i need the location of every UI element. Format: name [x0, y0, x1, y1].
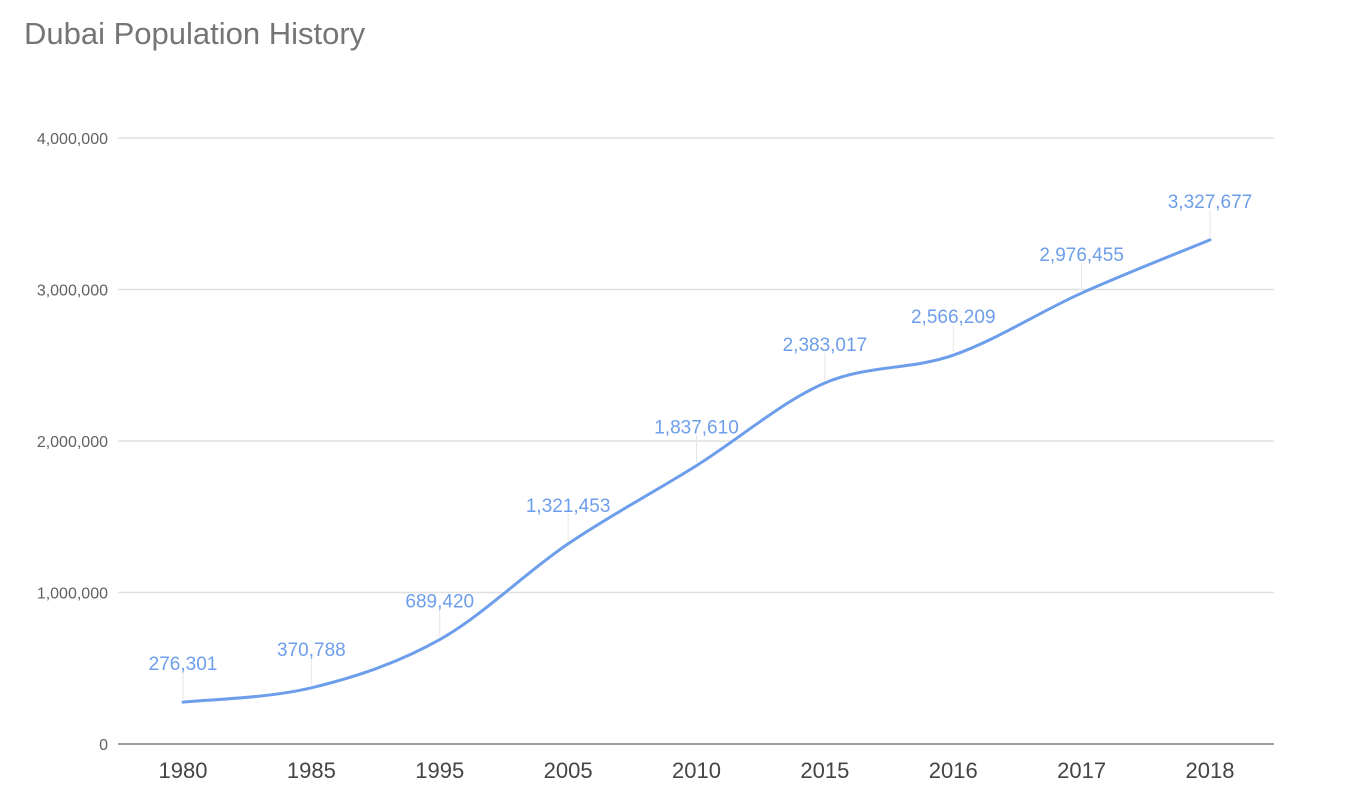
x-tick-label: 2015 — [800, 758, 849, 783]
data-point — [695, 464, 699, 468]
data-label: 276,301 — [149, 654, 218, 675]
x-tick-label: 2018 — [1186, 758, 1235, 783]
x-tick-label: 2010 — [672, 758, 721, 783]
data-point — [1080, 291, 1084, 295]
data-point — [438, 638, 442, 642]
x-tick-label: 2005 — [544, 758, 593, 783]
data-point — [309, 686, 313, 690]
y-tick-label: 4,000,000 — [37, 131, 108, 148]
y-tick-label: 2,000,000 — [37, 434, 108, 451]
data-label: 3,327,677 — [1168, 192, 1253, 213]
data-label: 1,321,453 — [526, 496, 611, 517]
data-point — [951, 353, 955, 357]
x-tick-label: 2016 — [929, 758, 978, 783]
data-label: 2,383,017 — [783, 335, 868, 356]
data-point — [823, 381, 827, 385]
data-point — [1208, 238, 1212, 242]
data-point — [566, 542, 570, 546]
x-tick-label: 2017 — [1057, 758, 1106, 783]
y-tick-label: 1,000,000 — [37, 586, 108, 603]
y-tick-label: 0 — [99, 737, 108, 754]
data-point — [181, 700, 185, 704]
data-label: 2,976,455 — [1039, 245, 1124, 266]
x-tick-label: 1985 — [287, 758, 336, 783]
data-label: 370,788 — [277, 640, 346, 661]
chart-title: Dubai Population History — [24, 16, 366, 51]
y-tick-label: 3,000,000 — [37, 283, 108, 300]
x-tick-label: 1980 — [159, 758, 208, 783]
data-label: 2,566,209 — [911, 307, 996, 328]
series-line — [181, 238, 1212, 704]
data-label: 689,420 — [405, 592, 474, 613]
data-label: 1,837,610 — [654, 418, 739, 439]
x-tick-label: 1995 — [415, 758, 464, 783]
